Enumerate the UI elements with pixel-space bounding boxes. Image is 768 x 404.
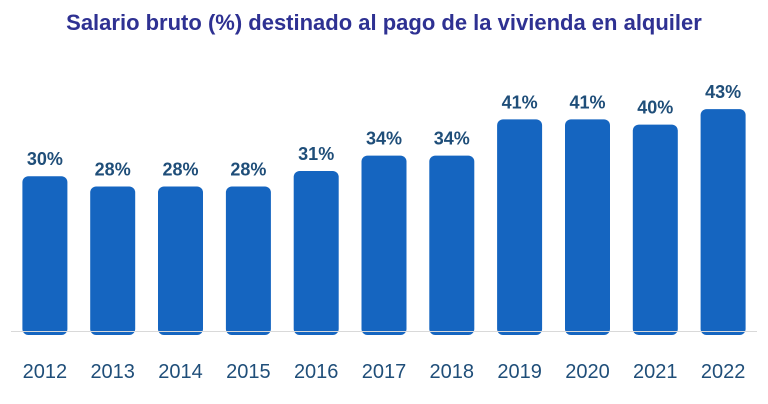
x-tick-2018: 2018 bbox=[430, 361, 475, 383]
data-label-2017: 34% bbox=[366, 129, 402, 149]
bars-layer bbox=[22, 109, 746, 336]
data-label-2019: 41% bbox=[502, 92, 538, 112]
x-tick-2012: 2012 bbox=[23, 361, 68, 383]
bar-2020 bbox=[565, 119, 610, 336]
bar-2015 bbox=[225, 186, 271, 335]
bar-2018 bbox=[429, 155, 475, 335]
value-labels-layer: 30% 28% 28% 28% 31% 34% 34% 41% 41% 40% 43% bbox=[27, 82, 741, 179]
x-tick-2022: 2022 bbox=[701, 361, 746, 383]
data-label-2014: 28% bbox=[162, 160, 198, 180]
data-label-2022: 43% bbox=[705, 82, 741, 102]
data-label-2013: 28% bbox=[95, 160, 131, 180]
data-label-2016: 31% bbox=[298, 144, 334, 164]
bar-2017 bbox=[361, 155, 407, 335]
data-label-2020: 41% bbox=[569, 92, 605, 112]
x-tick-2014: 2014 bbox=[158, 361, 203, 383]
data-label-2021: 40% bbox=[637, 98, 673, 118]
x-tick-2019: 2019 bbox=[497, 361, 542, 383]
bar-2021 bbox=[632, 124, 678, 335]
x-tick-2021: 2021 bbox=[633, 361, 678, 383]
x-tick-2013: 2013 bbox=[90, 361, 135, 383]
x-tick-2015: 2015 bbox=[226, 361, 271, 383]
data-label-2018: 34% bbox=[434, 129, 470, 149]
x-axis-tick-labels: 2012 2013 2014 2015 2016 2017 2018 2019 2020 2021… bbox=[23, 361, 746, 383]
bar-2016 bbox=[293, 171, 339, 335]
bar-2013 bbox=[90, 186, 136, 335]
x-tick-2017: 2017 bbox=[362, 361, 407, 383]
chart-title: Salario bruto (%) destinado al pago de l… bbox=[66, 10, 702, 35]
data-label-2012: 30% bbox=[27, 149, 63, 169]
bar-2019 bbox=[497, 119, 543, 336]
x-tick-2020: 2020 bbox=[565, 361, 610, 383]
data-label-2015: 28% bbox=[230, 160, 266, 180]
bar-2012 bbox=[22, 176, 68, 335]
x-tick-2016: 2016 bbox=[294, 361, 339, 383]
bar-2014 bbox=[158, 186, 203, 335]
bar-2022 bbox=[700, 109, 746, 335]
